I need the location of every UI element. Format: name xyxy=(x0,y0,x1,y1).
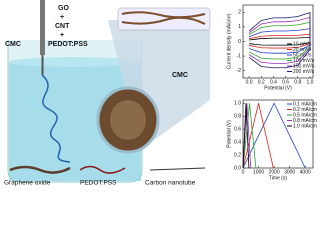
legend-icons xyxy=(9,165,206,174)
x-tick-label: 0.6 xyxy=(282,79,289,85)
legend-text: Carbon nanotube xyxy=(145,180,196,187)
y-tick-label: -2 xyxy=(237,68,242,74)
y-tick-label: 0.8 xyxy=(234,114,241,120)
plus-label: + xyxy=(60,32,64,39)
go-label: GO xyxy=(58,5,69,12)
legend-text: Graphene oxide xyxy=(4,180,51,187)
x-tick-label: 0.8 xyxy=(294,79,301,85)
y-tick-label: 0.2 xyxy=(234,152,241,158)
x-tick-label: 0.0 xyxy=(246,79,253,85)
x-axis-label: Potential (V) xyxy=(264,85,292,91)
y-axis-label: Potential (V) xyxy=(226,120,232,148)
fiber xyxy=(96,7,211,154)
x-axis-label: Time (s) xyxy=(269,175,287,181)
legend-label: 200 mV/s xyxy=(293,69,315,75)
plus-label: + xyxy=(60,14,64,21)
x-tick-label: 2000 xyxy=(269,169,280,175)
y-tick-label: 1.0 xyxy=(234,101,241,107)
syringe xyxy=(40,0,71,163)
y-tick-label: 0.0 xyxy=(234,165,241,171)
y-tick-label: 2 xyxy=(238,10,241,16)
x-tick-label: 1.0 xyxy=(306,79,313,85)
legend-label: 0.1 mA/cm² xyxy=(293,101,317,107)
y-tick-label: 0 xyxy=(238,39,241,45)
y-tick-label: 1 xyxy=(238,24,241,30)
legend-label: 50 mV/s xyxy=(293,52,312,58)
legend-label: 20 mV/s xyxy=(293,47,312,53)
x-tick-label: 4000 xyxy=(300,169,311,175)
x-tick-label: 0.4 xyxy=(270,79,277,85)
legend-label: 150 mV/s xyxy=(293,63,315,69)
plot-frame xyxy=(242,99,314,169)
cmc-label: CMC xyxy=(5,41,21,48)
y-tick-label: -1 xyxy=(237,53,242,59)
legend-label: 100 mV/s xyxy=(293,58,315,64)
x-tick-label: 0 xyxy=(242,169,245,175)
graphical-abstract: CMC GO + CNT + PEDOT:PSS CMC Graphene ox… xyxy=(4,0,317,187)
y-axis-label: Current density (mA/cm²) xyxy=(226,13,232,69)
legend-label: 0.2 mA/cm² xyxy=(293,107,317,113)
pedot-label: PEDOT:PSS xyxy=(48,41,88,48)
cnt-label: CNT xyxy=(55,23,70,30)
y-tick-label: 0.6 xyxy=(234,126,241,132)
x-tick-label: 1000 xyxy=(253,169,264,175)
y-tick-label: 0.4 xyxy=(234,139,241,145)
series-line xyxy=(248,12,311,69)
legend-label: 10 mV/s xyxy=(293,41,312,47)
legend-label: 0.8 mA/cm² xyxy=(293,118,317,124)
legend-label: 1.0 mA/cm² xyxy=(293,123,317,129)
x-tick-label: 3000 xyxy=(284,169,295,175)
series-line xyxy=(242,102,306,169)
legend-text: PEDOT:PSS xyxy=(80,180,117,187)
cmc-label: CMC xyxy=(172,72,188,79)
x-tick-label: 0.2 xyxy=(258,79,265,85)
series-line xyxy=(242,103,257,169)
legend-label: 0.5 mA/cm² xyxy=(293,112,317,118)
page: {"illustration": {"cmc_left": "CMC", "go… xyxy=(4,0,317,187)
series-line xyxy=(242,103,250,169)
